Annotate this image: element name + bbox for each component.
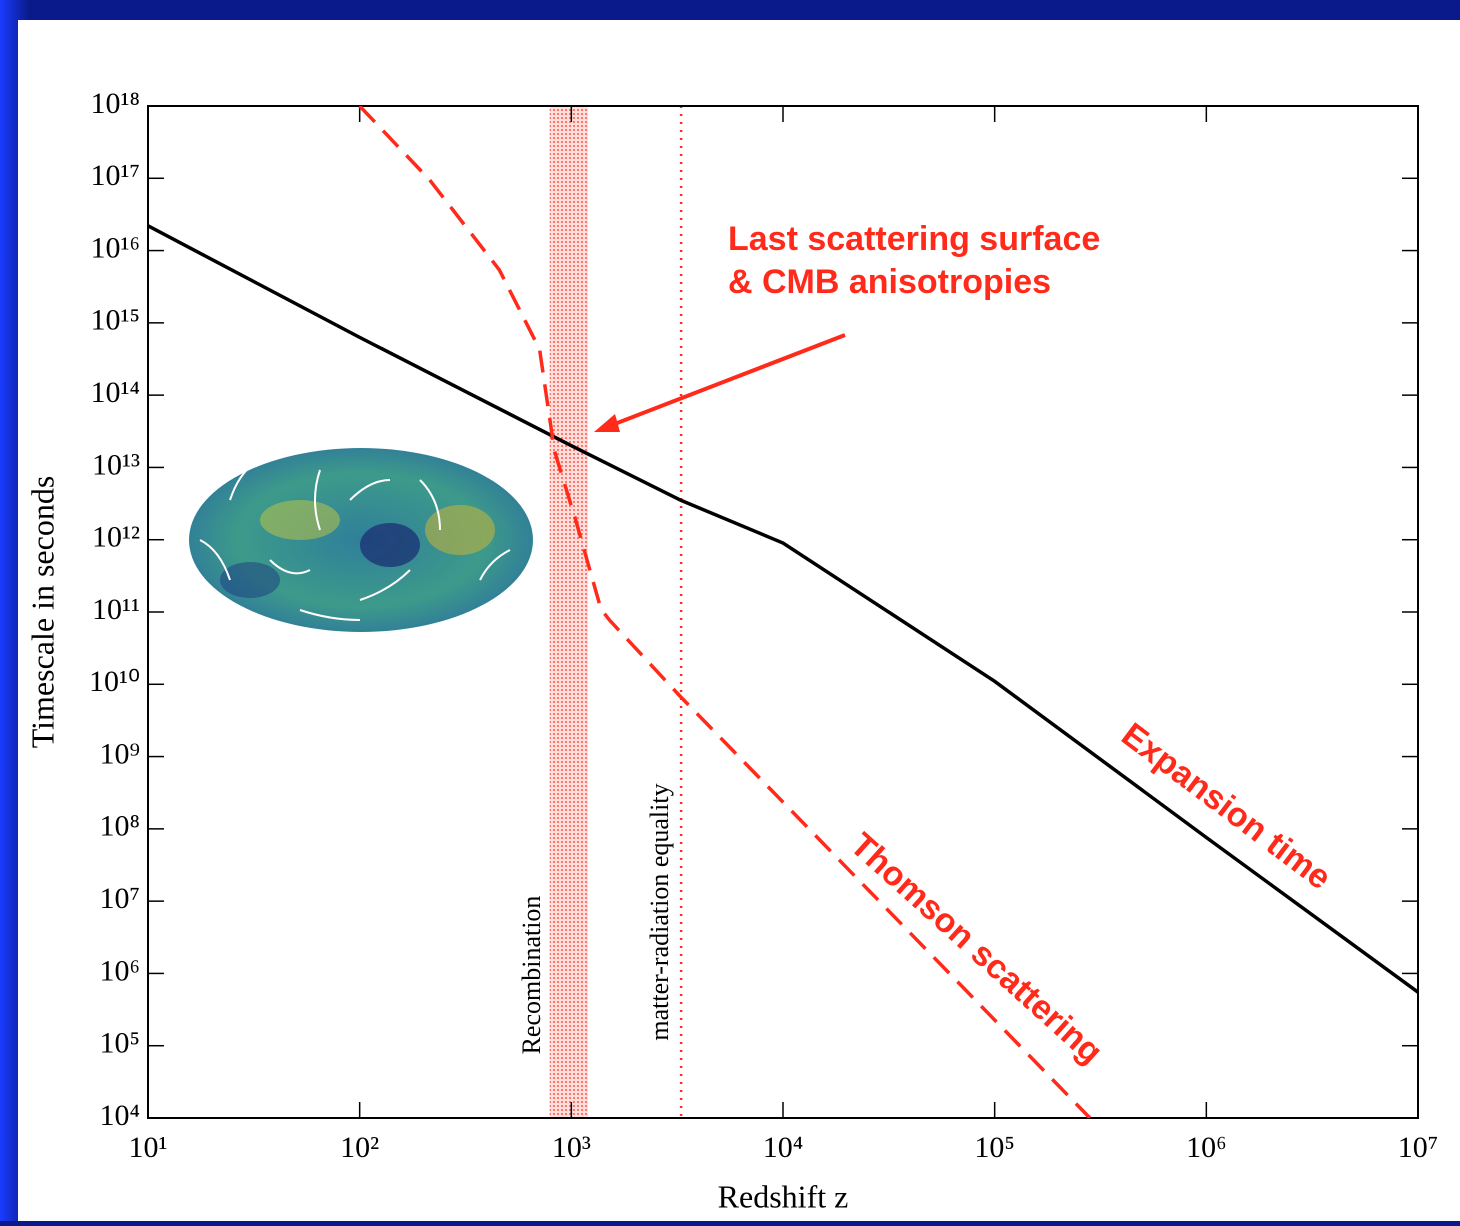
- y-tick-label: 10¹⁴: [91, 376, 140, 409]
- y-tick-label: 10¹³: [92, 448, 140, 481]
- annotation-arrow: [594, 333, 846, 432]
- cmb-map: [189, 448, 533, 632]
- recombination-band: [549, 106, 589, 1118]
- panel: [18, 20, 1460, 1221]
- y-tick-label: 10⁴: [100, 1099, 140, 1132]
- y-tick-label: 10¹⁷: [91, 159, 140, 192]
- y-tick-label: 10¹⁵: [91, 304, 140, 337]
- series-line: [358, 106, 1092, 1118]
- annotation: Last scattering surface: [728, 220, 1100, 258]
- y-tick-label: 10⁶: [100, 954, 140, 987]
- y-tick-label: 10⁷: [100, 882, 140, 915]
- y-axis-label: Timescale in seconds: [24, 476, 60, 749]
- series-line: [148, 224, 1418, 994]
- x-tick-label: 10²: [340, 1131, 379, 1164]
- x-tick-label: 10³: [552, 1131, 591, 1164]
- x-tick-label: 10⁴: [763, 1131, 803, 1164]
- y-tick-label: 10¹²: [92, 521, 140, 554]
- annotation: & CMB anisotropies: [728, 263, 1051, 301]
- y-tick-label: 10¹⁸: [91, 87, 140, 120]
- y-tick-label: 10⁵: [100, 1027, 140, 1060]
- y-tick-label: 10⁹: [100, 737, 140, 770]
- y-tick-label: 10¹⁶: [91, 231, 140, 264]
- y-tick-label: 10¹⁰: [89, 665, 140, 698]
- y-tick-label: 10¹¹: [92, 593, 140, 626]
- x-tick-label: 10⁷: [1398, 1131, 1438, 1164]
- x-axis-label: Redshift z: [718, 1178, 849, 1214]
- recombination-label: Recombination: [517, 896, 546, 1055]
- equality-label: matter-radiation equality: [645, 783, 674, 1040]
- x-tick-label: 10⁶: [1186, 1131, 1226, 1164]
- x-tick-label: 10¹: [129, 1131, 168, 1164]
- y-tick-label: 10⁸: [100, 810, 140, 843]
- x-tick-label: 10⁵: [974, 1131, 1014, 1164]
